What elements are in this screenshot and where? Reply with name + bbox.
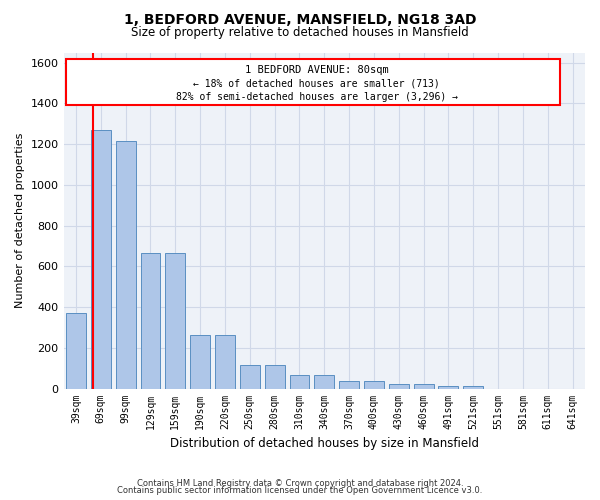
- Text: Contains HM Land Registry data © Crown copyright and database right 2024.: Contains HM Land Registry data © Crown c…: [137, 478, 463, 488]
- Text: 1, BEDFORD AVENUE, MANSFIELD, NG18 3AD: 1, BEDFORD AVENUE, MANSFIELD, NG18 3AD: [124, 12, 476, 26]
- Text: ← 18% of detached houses are smaller (713): ← 18% of detached houses are smaller (71…: [193, 78, 440, 88]
- Bar: [463, 386, 483, 388]
- Bar: [314, 376, 334, 388]
- Text: 1 BEDFORD AVENUE: 80sqm: 1 BEDFORD AVENUE: 80sqm: [245, 66, 389, 76]
- Bar: [66, 313, 86, 388]
- Bar: [413, 384, 434, 388]
- Y-axis label: Number of detached properties: Number of detached properties: [15, 133, 25, 308]
- FancyBboxPatch shape: [66, 58, 560, 106]
- Bar: [140, 253, 160, 388]
- Bar: [439, 386, 458, 388]
- Text: Size of property relative to detached houses in Mansfield: Size of property relative to detached ho…: [131, 26, 469, 39]
- Bar: [265, 365, 284, 388]
- Bar: [339, 382, 359, 388]
- Text: Contains public sector information licensed under the Open Government Licence v3: Contains public sector information licen…: [118, 486, 482, 495]
- Bar: [116, 141, 136, 388]
- Bar: [389, 384, 409, 388]
- Bar: [364, 382, 384, 388]
- Bar: [290, 376, 310, 388]
- Text: 82% of semi-detached houses are larger (3,296) →: 82% of semi-detached houses are larger (…: [176, 92, 458, 102]
- Bar: [91, 130, 111, 388]
- Bar: [166, 253, 185, 388]
- X-axis label: Distribution of detached houses by size in Mansfield: Distribution of detached houses by size …: [170, 437, 479, 450]
- Bar: [240, 365, 260, 388]
- Bar: [190, 334, 210, 388]
- Bar: [215, 334, 235, 388]
